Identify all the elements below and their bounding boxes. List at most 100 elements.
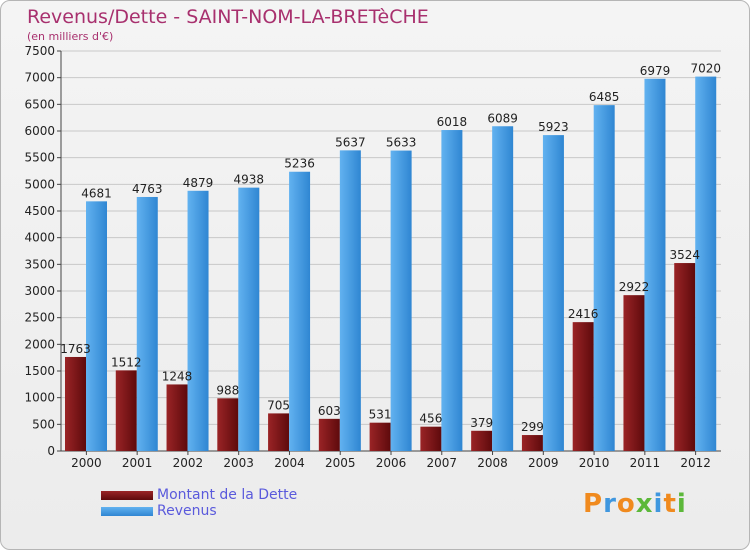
- y-tick-label: 6000: [24, 124, 55, 138]
- logo-letter: r: [603, 489, 617, 519]
- bar-dette: [623, 295, 645, 451]
- data-label-revenus: 6485: [589, 90, 620, 104]
- proxiti-logo: Proxiti: [583, 489, 687, 519]
- logo-letter: i: [676, 489, 687, 519]
- logo-letter: i: [653, 489, 664, 519]
- logo-letter: o: [616, 489, 636, 519]
- bar-revenus: [492, 126, 514, 452]
- data-label-revenus: 7020: [690, 62, 721, 76]
- y-tick-label: 4000: [24, 231, 55, 245]
- y-tick-label: 5000: [24, 177, 55, 191]
- data-label-dette: 1248: [162, 369, 193, 383]
- data-label-dette: 3524: [669, 248, 700, 262]
- x-tick-label: 2010: [579, 456, 610, 470]
- y-tick-label: 1000: [24, 391, 55, 405]
- data-label-revenus: 5633: [386, 136, 417, 150]
- bar-revenus: [542, 135, 564, 451]
- data-label-dette: 456: [419, 412, 442, 426]
- data-label-dette: 531: [369, 408, 392, 422]
- data-label-revenus: 6089: [487, 111, 518, 125]
- data-label-dette: 705: [267, 398, 290, 412]
- y-tick-label: 6500: [24, 97, 55, 111]
- bar-dette: [318, 418, 340, 451]
- data-label-revenus: 4879: [183, 176, 214, 190]
- logo-letter: P: [583, 489, 604, 519]
- data-label-dette: 988: [216, 383, 239, 397]
- y-tick-label: 3500: [24, 257, 55, 271]
- data-label-revenus: 5637: [335, 135, 366, 149]
- data-label-dette: 1763: [60, 342, 91, 356]
- bar-revenus: [238, 187, 260, 451]
- x-tick-label: 2005: [325, 456, 356, 470]
- bar-revenus: [136, 196, 158, 451]
- y-tick-label: 7500: [24, 44, 55, 58]
- x-tick-label: 2012: [680, 456, 711, 470]
- bar-dette: [65, 356, 86, 451]
- logo-letter: x: [635, 489, 654, 519]
- bar-revenus: [339, 150, 361, 452]
- bar-dette: [572, 322, 594, 451]
- bar-dette: [369, 422, 391, 451]
- x-tick-label: 2002: [173, 456, 204, 470]
- bar-revenus: [644, 78, 666, 451]
- data-label-dette: 299: [521, 420, 544, 434]
- y-tick-label: 3000: [24, 284, 55, 298]
- bar-dette: [115, 370, 137, 451]
- x-tick-label: 2006: [376, 456, 407, 470]
- data-label-revenus: 6018: [437, 115, 468, 129]
- y-tick-label: 4500: [24, 204, 55, 218]
- data-label-revenus: 4938: [234, 173, 265, 187]
- bar-revenus: [86, 201, 107, 451]
- bar-dette: [268, 413, 290, 451]
- bar-revenus: [187, 190, 209, 451]
- bar-revenus: [593, 105, 615, 451]
- y-tick-label: 1500: [24, 364, 55, 378]
- data-label-revenus: 5923: [538, 120, 569, 134]
- data-label-dette: 603: [318, 404, 341, 418]
- y-tick-label: 7000: [24, 71, 55, 85]
- bar-dette: [471, 430, 493, 451]
- data-label-dette: 2416: [568, 307, 599, 321]
- chart-subtitle: (en milliers d'€): [27, 30, 114, 43]
- y-tick-label: 2500: [24, 311, 55, 325]
- bar-dette: [217, 398, 239, 451]
- data-label-dette: 2922: [619, 280, 650, 294]
- data-label-revenus: 4681: [81, 186, 112, 200]
- x-tick-label: 2009: [528, 456, 559, 470]
- axes: 0 500 1000 1500 2000 2500 3000 3500 4000 4500 5000…: [24, 44, 721, 470]
- chart-title: Revenus/Dette - SAINT-NOM-LA-BRETèCHE: [27, 6, 429, 28]
- bar-revenus: [289, 171, 311, 451]
- bar-revenus: [695, 76, 717, 451]
- logo-letter: t: [663, 489, 677, 519]
- bars: [65, 76, 717, 452]
- x-tick-label: 2004: [274, 456, 305, 470]
- data-label-dette: 379: [470, 416, 493, 430]
- x-tick-label: 2001: [122, 456, 153, 470]
- legend-label-dette: Montant de la Dette: [157, 487, 298, 503]
- data-label-dette: 1512: [111, 355, 142, 369]
- legend-swatch-dette: [101, 491, 153, 500]
- legend-label-revenus: Revenus: [157, 503, 217, 519]
- bar-revenus: [390, 150, 412, 451]
- data-label-revenus: 4763: [132, 182, 163, 196]
- y-tick-label: 5500: [24, 151, 55, 165]
- data-label-revenus: 5236: [284, 157, 315, 171]
- x-tick-label: 2003: [223, 456, 254, 470]
- y-tick-label: 500: [32, 417, 55, 431]
- x-tick-label: 2007: [426, 456, 457, 470]
- bar-dette: [674, 263, 696, 451]
- bar-dette: [420, 426, 442, 451]
- legend-swatch-revenus: [101, 507, 153, 516]
- x-tick-label: 2008: [477, 456, 508, 470]
- bar-revenus: [441, 130, 463, 452]
- data-labels: 1763 4681 1512 4763 1248 4879 988 4938 705 5236 60…: [60, 62, 721, 434]
- bar-dette: [166, 384, 188, 451]
- x-tick-label: 2000: [71, 456, 102, 470]
- y-tick-label: 0: [47, 444, 55, 458]
- data-label-revenus: 6979: [640, 64, 671, 78]
- y-tick-label: 2000: [24, 337, 55, 351]
- bar-dette: [521, 435, 543, 451]
- x-tick-label: 2011: [630, 456, 661, 470]
